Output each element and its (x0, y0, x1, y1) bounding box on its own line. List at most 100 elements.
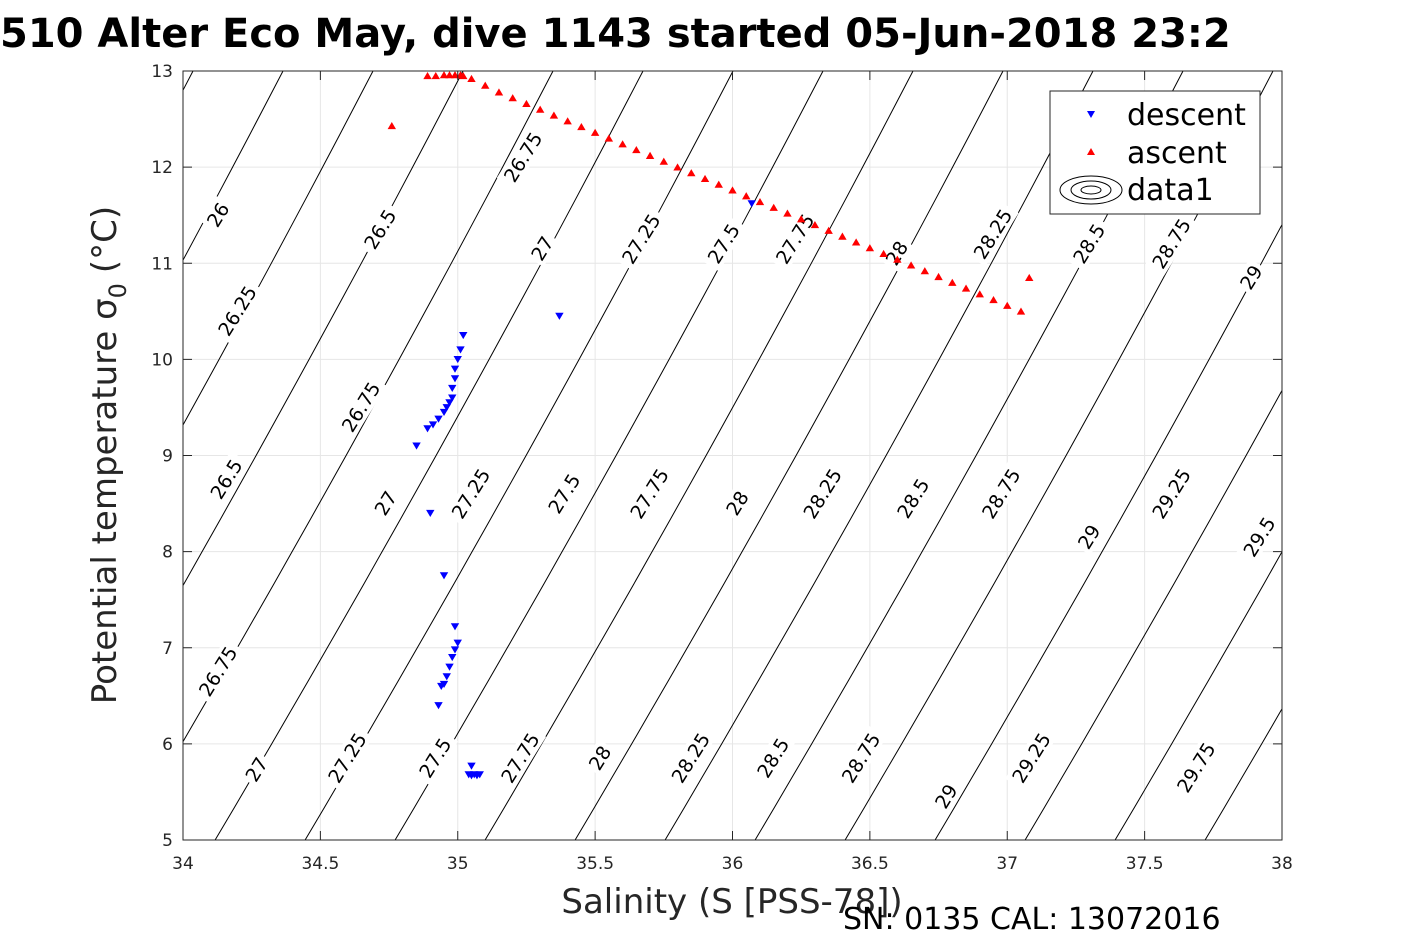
contour-label-bg (191, 638, 244, 704)
descent-marker (555, 312, 564, 320)
contour-label-bg (928, 777, 964, 815)
legend-data1-label: data1 (1127, 173, 1214, 208)
ascent-marker (577, 122, 586, 131)
isopycnal-line (183, 71, 464, 587)
descent-marker (439, 572, 449, 580)
ascent-marker (851, 238, 861, 246)
ascent-marker (431, 72, 440, 80)
descent-marker (445, 399, 454, 407)
ascent-marker (659, 157, 669, 165)
descent-marker (450, 365, 460, 373)
contour-label-bg (768, 206, 821, 272)
descent-marker (456, 346, 465, 354)
y-tick-label: 8 (162, 543, 173, 563)
ascent-marker (948, 278, 957, 286)
contour-label-bg (494, 725, 547, 791)
contour-label-bg (1236, 508, 1283, 565)
descent-marker (437, 682, 446, 690)
x-tick-label: 37.5 (1126, 854, 1164, 874)
contour-label-bg (211, 278, 264, 344)
ascent-marker (439, 71, 449, 79)
isopycnal-line (183, 71, 374, 426)
contour-label-bg (834, 725, 887, 791)
isopycnal-line (1024, 389, 1282, 840)
contour-label-bg (356, 201, 404, 257)
isopycnal-line (183, 71, 554, 743)
contour-label-bg (1005, 725, 1058, 791)
descent-marker (453, 356, 462, 364)
ascent-marker (494, 88, 504, 96)
y-axis-label-unit: (°C) (85, 206, 125, 273)
descent-marker (428, 421, 438, 429)
x-tick-label: 35.5 (576, 854, 614, 874)
contour-label-bg (966, 201, 1019, 267)
descent-marker (426, 509, 435, 517)
contour-label-bg (700, 215, 747, 272)
contour-label-bg (321, 725, 374, 791)
ascent-marker (445, 71, 454, 79)
data-series (387, 71, 1034, 780)
descent-marker (439, 408, 449, 417)
isopycnal-line (1204, 707, 1282, 840)
contour-label-bg (1145, 210, 1198, 277)
contour-label-bg (749, 729, 796, 786)
isopycnal-line (304, 71, 734, 840)
y-axis-label-text: Potential temperature σ (85, 298, 125, 704)
ascent-marker (824, 226, 833, 234)
descent-marker (467, 762, 476, 770)
ascent-marker (459, 72, 468, 80)
y-tick-label: 11 (151, 254, 173, 274)
ascent-marker (893, 255, 902, 263)
contour-label-bg (524, 229, 560, 267)
x-tick-label: 34.5 (301, 854, 339, 874)
ascent-marker (796, 215, 806, 223)
figure-title: 510 Alter Eco May, dive 1143 started 05-… (0, 11, 1231, 57)
contour-label-bg (623, 460, 676, 527)
descent-marker (450, 375, 460, 383)
isopycnal-line (574, 71, 1004, 840)
ascent-marker (838, 232, 847, 240)
ascent-marker (700, 174, 710, 183)
descent-marker (448, 384, 457, 392)
contour-label-bg (203, 451, 250, 507)
y-tick-label: 7 (162, 639, 173, 659)
descent-marker (423, 425, 432, 433)
contour-label-bg (496, 124, 549, 190)
ascent-marker (604, 134, 614, 142)
contour-label-bg (239, 750, 274, 788)
ascent-marker (906, 261, 916, 269)
legend: descent ascent data1 (1049, 90, 1261, 215)
ascent-marker (387, 122, 397, 130)
descent-marker (448, 394, 457, 402)
x-tick-label: 38 (1271, 854, 1293, 874)
contour-label-bg (1169, 734, 1222, 800)
ascent-marker (1016, 307, 1026, 315)
descent-marker (448, 654, 457, 662)
ascent-marker (645, 151, 655, 159)
ascent-marker (563, 117, 572, 125)
contour-label-bg (974, 460, 1027, 527)
isopycnal-line (0, 71, 13, 840)
y-tick-label: 12 (151, 158, 173, 178)
descent-marker (445, 663, 454, 671)
isopycnal-line (394, 71, 824, 840)
isopycnal-line (664, 71, 1094, 840)
ascent-marker (549, 111, 559, 119)
isopycnal-line (1114, 550, 1282, 840)
ascent-marker (989, 295, 998, 304)
ascent-marker (423, 72, 432, 80)
x-axis-label: Salinity (S [PSS-78]) (561, 882, 902, 922)
contour-label-bg (889, 470, 937, 527)
ascent-marker (755, 197, 765, 206)
contour-label-bg (444, 460, 497, 527)
contour-labels: 2626.2526.526.752726.526.752727.2526.752… (191, 124, 1283, 815)
ascent-marker (673, 163, 682, 171)
ascent-marker (783, 209, 792, 217)
x-tick-label: 37 (996, 854, 1018, 874)
ascent-marker (618, 140, 627, 148)
contour-label-bg (1233, 258, 1269, 296)
descent-marker (442, 404, 451, 412)
descent-marker (442, 673, 451, 681)
contour-legend-icon (1059, 175, 1123, 205)
descent-marker (459, 331, 468, 340)
